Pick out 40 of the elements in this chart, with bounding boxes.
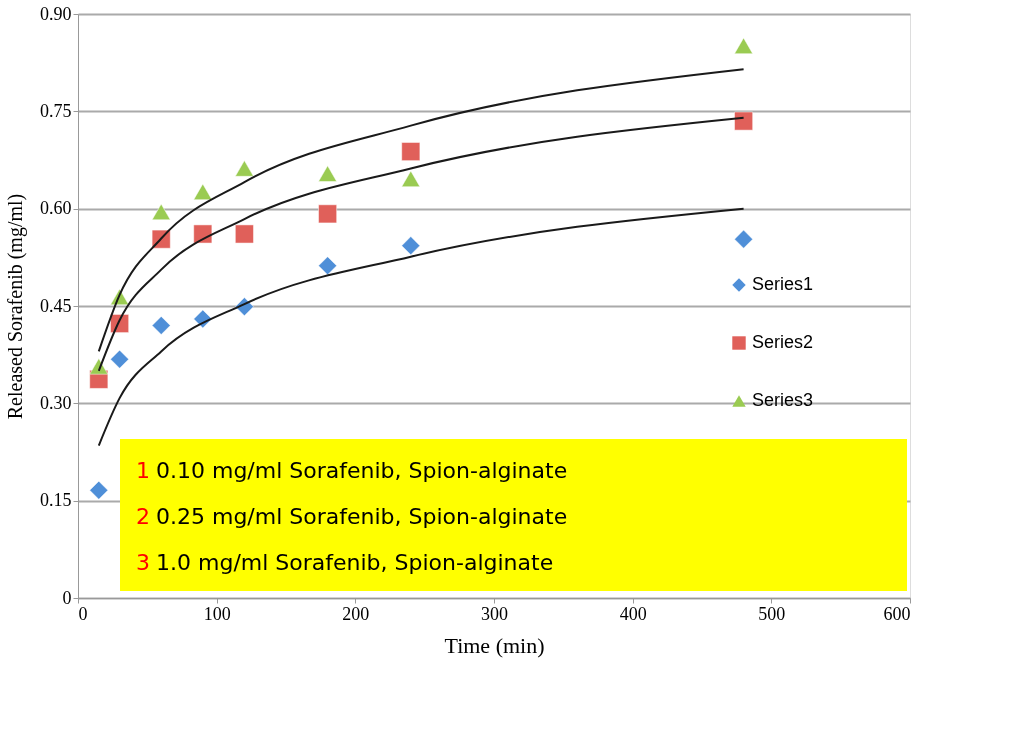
y-tick-label: 0	[62, 587, 72, 608]
annotation: 3 1.0 mg/ml Sorafenib, Spion-alginate	[136, 550, 554, 575]
point	[401, 236, 421, 255]
y-tick-label: 0.30	[40, 392, 72, 413]
point	[193, 183, 213, 200]
point	[318, 165, 337, 182]
x-tick-label: 400	[619, 603, 647, 624]
x-tick-label: 300	[481, 603, 508, 624]
y-tick-label: 0.15	[40, 490, 72, 511]
x-tick-label: 500	[758, 603, 786, 624]
line-series	[97, 68, 745, 353]
legend-label: Series2	[752, 332, 814, 352]
point	[151, 316, 171, 335]
point	[151, 203, 171, 221]
x-tick-label: 0	[78, 603, 88, 624]
y-axis-title: Released Sorafenib (mg/ml)	[4, 193, 27, 420]
point	[401, 142, 421, 161]
annotation: 2 0.25 mg/ml Sorafenib, Spion-alginate	[136, 504, 568, 529]
point	[235, 160, 254, 177]
point	[318, 204, 337, 224]
point	[110, 349, 129, 369]
point	[318, 256, 337, 276]
point	[734, 111, 753, 131]
point	[89, 480, 109, 500]
y-tick-label: 0.45	[40, 295, 72, 316]
annotation: 1 0.10 mg/ml Sorafenib, Spion-alginate	[136, 458, 568, 483]
line-series	[97, 207, 745, 447]
x-tick-label: 600	[883, 603, 911, 624]
x-tick-label: 100	[203, 603, 231, 624]
y-tick-label: 0.90	[40, 3, 72, 24]
x-tick-label: 200	[342, 603, 370, 624]
x-axis-title: Time (min)	[444, 632, 545, 658]
point	[734, 37, 753, 54]
y-tick-label: 0.75	[40, 100, 72, 121]
legend-label: Series3	[752, 390, 814, 410]
point	[235, 224, 254, 244]
y-tick-label: 0.60	[40, 198, 72, 219]
point	[734, 229, 753, 249]
legend-label: Series1	[752, 274, 814, 294]
point	[401, 170, 421, 187]
